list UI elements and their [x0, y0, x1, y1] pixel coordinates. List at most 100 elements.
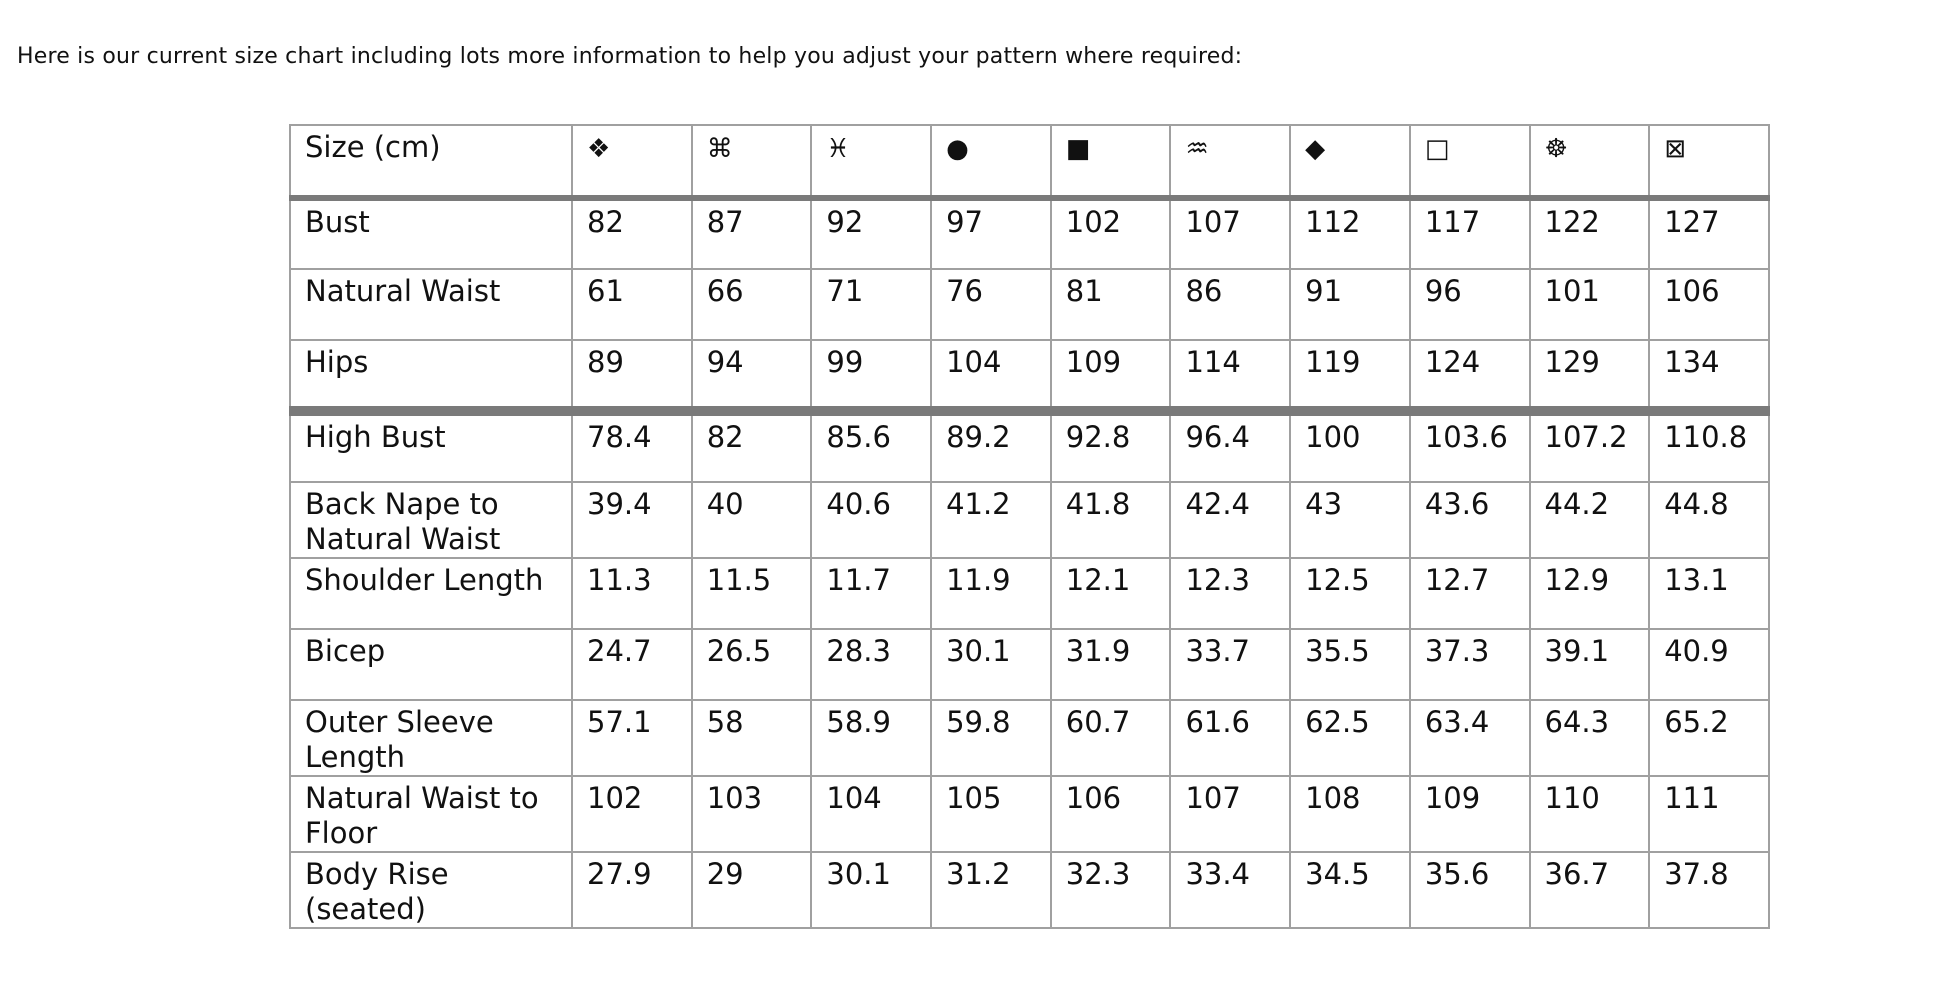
row-label: Hips: [289, 339, 573, 416]
intro-text: Here is our current size chart including…: [17, 44, 1243, 69]
measurement-cell: 82: [690, 410, 813, 483]
measurement-cell: 107.2: [1528, 410, 1651, 483]
measurement-cell: 66: [690, 268, 813, 341]
measurement-cell: 89: [571, 339, 693, 416]
measurement-cell: 63.4: [1408, 699, 1531, 777]
measurement-cell: 117: [1408, 197, 1531, 270]
measurement-cell: 109: [1049, 339, 1172, 416]
measurement-cell: 110: [1528, 775, 1651, 853]
measurement-cell: 12.3: [1169, 557, 1292, 630]
measurement-cell: 107: [1169, 775, 1292, 853]
measurement-cell: 27.9: [571, 851, 693, 929]
measurement-cell: 59.8: [930, 699, 1052, 777]
diamond-icon: ◆: [1289, 124, 1411, 201]
measurement-cell: 119: [1289, 339, 1411, 416]
table-row: Outer Sleeve Length 57.1 58 58.9 59.8 60.7 61.…: [289, 699, 1770, 777]
measurement-cell: 85.6: [810, 410, 933, 483]
table-row: Natural Waist 61 66 71 76 81 86 91 96 101 106: [289, 268, 1770, 341]
table-row: Natural Waist to Floor 102 103 104 105 106 107…: [289, 775, 1770, 853]
measurement-cell: 89.2: [930, 410, 1052, 483]
measurement-cell: 41.2: [930, 481, 1052, 559]
measurement-cell: 39.1: [1528, 628, 1651, 701]
measurement-cell: 44.2: [1528, 481, 1651, 559]
measurement-cell: 78.4: [571, 410, 693, 483]
measurement-cell: 104: [930, 339, 1052, 416]
measurement-cell: 33.4: [1169, 851, 1292, 929]
measurement-cell: 110.8: [1648, 410, 1770, 483]
row-label: Back Nape to Natural Waist: [289, 481, 573, 559]
table-row: Shoulder Length 11.3 11.5 11.7 11.9 12.1 12.3 1…: [289, 557, 1770, 630]
measurement-cell: 41.8: [1049, 481, 1172, 559]
measurement-cell: 44.8: [1648, 481, 1770, 559]
measurement-cell: 92: [810, 197, 933, 270]
measurement-cell: 57.1: [571, 699, 693, 777]
measurement-cell: 36.7: [1528, 851, 1651, 929]
measurement-cell: 64.3: [1528, 699, 1651, 777]
table-row: Bust 82 87 92 97 102 107 112 117 122 127: [289, 197, 1770, 270]
measurement-cell: 13.1: [1648, 557, 1770, 630]
header-label: Size (cm): [289, 124, 573, 201]
measurement-cell: 12.9: [1528, 557, 1651, 630]
circle-icon: ●: [930, 124, 1052, 201]
table-row: Bicep 24.7 26.5 28.3 30.1 31.9 33.7 35.5 37.3 39.…: [289, 628, 1770, 701]
measurement-cell: 109: [1408, 775, 1531, 853]
aquarius-icon: ♒: [1169, 124, 1292, 201]
measurement-cell: 35.5: [1289, 628, 1411, 701]
measurement-cell: 11.9: [930, 557, 1052, 630]
row-label: Outer Sleeve Length: [289, 699, 573, 777]
pisces-icon: ♓: [810, 124, 933, 201]
row-label: Bicep: [289, 628, 573, 701]
measurement-cell: 11.3: [571, 557, 693, 630]
command-icon: ⌘: [690, 124, 813, 201]
table-row: High Bust 78.4 82 85.6 89.2 92.8 96.4 100 103.6 1…: [289, 410, 1770, 483]
measurement-cell: 94: [690, 339, 813, 416]
measurement-cell: 114: [1169, 339, 1292, 416]
hollow-square-icon: □: [1408, 124, 1531, 201]
measurement-cell: 87: [690, 197, 813, 270]
measurement-cell: 99: [810, 339, 933, 416]
measurement-cell: 29: [690, 851, 813, 929]
table-row: Hips 89 94 99 104 109 114 119 124 129 134: [289, 339, 1770, 416]
measurement-cell: 31.2: [930, 851, 1052, 929]
measurement-cell: 12.1: [1049, 557, 1172, 630]
measurement-cell: 106: [1648, 268, 1770, 341]
measurement-cell: 62.5: [1289, 699, 1411, 777]
measurement-cell: 43.6: [1408, 481, 1531, 559]
measurement-cell: 43: [1289, 481, 1411, 559]
measurement-cell: 60.7: [1049, 699, 1172, 777]
measurement-cell: 30.1: [930, 628, 1052, 701]
measurement-cell: 26.5: [690, 628, 813, 701]
measurement-cell: 103.6: [1408, 410, 1531, 483]
measurement-cell: 42.4: [1169, 481, 1292, 559]
measurement-cell: 101: [1528, 268, 1651, 341]
measurement-cell: 12.5: [1289, 557, 1411, 630]
measurement-cell: 91: [1289, 268, 1411, 341]
measurement-cell: 58: [690, 699, 813, 777]
row-label: Bust: [289, 197, 573, 270]
measurement-cell: 61: [571, 268, 693, 341]
measurement-cell: 12.7: [1408, 557, 1531, 630]
header-row: Size (cm) ❖ ⌘ ♓ ● ■ ♒ ◆ □ ☸ ⊠: [289, 124, 1770, 201]
measurement-cell: 106: [1049, 775, 1172, 853]
measurement-cell: 82: [571, 197, 693, 270]
measurement-cell: 107: [1169, 197, 1292, 270]
measurement-cell: 32.3: [1049, 851, 1172, 929]
measurement-cell: 40.6: [810, 481, 933, 559]
measurement-cell: 40: [690, 481, 813, 559]
measurement-cell: 11.7: [810, 557, 933, 630]
measurement-cell: 58.9: [810, 699, 933, 777]
table-row: Back Nape to Natural Waist 39.4 40 40.6 41.2…: [289, 481, 1770, 559]
measurement-cell: 34.5: [1289, 851, 1411, 929]
measurement-cell: 39.4: [571, 481, 693, 559]
measurement-cell: 103: [690, 775, 813, 853]
measurement-cell: 24.7: [571, 628, 693, 701]
measurement-cell: 28.3: [810, 628, 933, 701]
measurement-cell: 129: [1528, 339, 1651, 416]
row-label: Natural Waist: [289, 268, 573, 341]
measurement-cell: 122: [1528, 197, 1651, 270]
measurement-cell: 104: [810, 775, 933, 853]
measurement-cell: 86: [1169, 268, 1292, 341]
measurement-cell: 35.6: [1408, 851, 1531, 929]
measurement-cell: 96: [1408, 268, 1531, 341]
measurement-cell: 112: [1289, 197, 1411, 270]
